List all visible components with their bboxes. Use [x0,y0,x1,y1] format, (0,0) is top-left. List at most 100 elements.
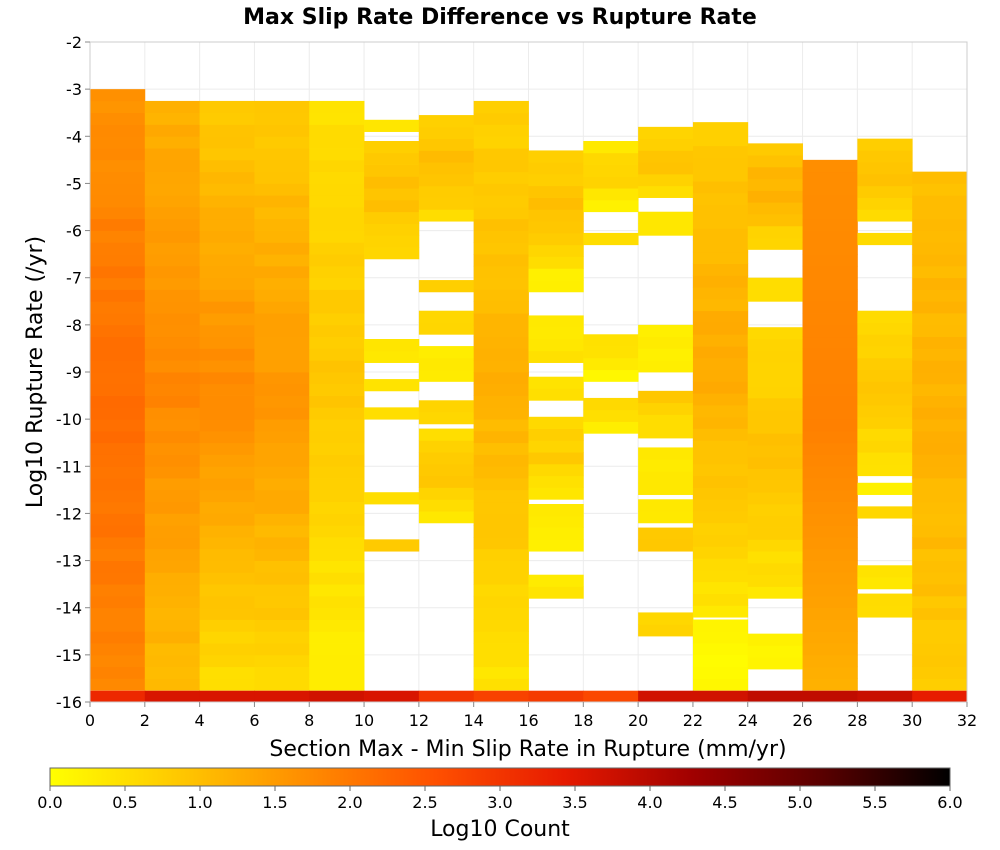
heatmap-cell [144,419,201,432]
heatmap-cell [528,221,584,234]
heatmap-cell [144,643,201,656]
colorbar [49,767,951,787]
heatmap-cell [912,442,968,455]
heatmap-cell [912,537,968,550]
heatmap-cell [692,428,749,441]
x-tick-label: 16 [518,711,538,730]
heatmap-cell [802,254,858,267]
heatmap-cell [692,145,749,158]
heatmap-cell [583,690,639,702]
heatmap-cell [857,174,913,187]
heatmap-cell [254,489,310,503]
y-tick-label: -8 [66,316,82,335]
heatmap-cell [254,324,310,338]
heatmap-cell [254,372,310,385]
heatmap-cell [802,265,858,279]
heatmap-cell [199,336,255,349]
y-tick-label: -12 [56,504,82,523]
heatmap-cell [473,289,529,302]
heatmap-cell [473,348,529,361]
heatmap-cell [528,586,584,599]
heatmap-cell [199,254,255,267]
heatmap-cell [309,666,365,679]
heatmap-cell [692,228,749,241]
heatmap-cell [144,442,201,455]
heatmap-cell [638,527,694,540]
heatmap-cell [528,232,584,246]
heatmap-cell [528,256,584,269]
heatmap-cell [364,235,420,248]
heatmap-cell [912,584,968,597]
heatmap-cell [144,171,201,184]
heatmap-cell [692,204,749,217]
heatmap-cell [692,605,749,618]
heatmap-cell [418,440,475,453]
heatmap-cell [912,430,968,444]
heatmap-cell [364,199,420,213]
heatmap-cell [857,150,913,163]
heatmap-cell [802,548,858,561]
heatmap-cell [254,572,310,585]
heatmap-cell [418,280,475,293]
heatmap-cell [583,164,639,177]
heatmap-cell [418,150,475,163]
heatmap-cell [747,633,803,646]
heatmap-cell [90,631,146,644]
heatmap-cell [802,631,858,644]
heatmap-cells [90,89,968,702]
heatmap-cell [418,487,475,500]
heatmap-cell [144,560,201,573]
heatmap-cell [418,126,475,140]
heatmap-cell [199,301,255,314]
heatmap-cell [199,218,255,231]
colorbar-tick-label: 0.0 [37,793,62,812]
heatmap-cell [364,164,420,177]
heatmap-cell [199,419,255,432]
heatmap-cell [309,489,365,503]
heatmap-cell [199,313,255,326]
heatmap-cell [309,407,365,420]
heatmap-cell [692,546,749,559]
heatmap-cell [747,289,803,302]
heatmap-cell [309,124,365,137]
heatmap-cell [747,362,803,375]
heatmap-cell [473,595,529,609]
heatmap-cell [254,218,310,231]
heatmap-cell [199,383,255,396]
heatmap-cell [747,409,803,422]
heatmap-cell [912,525,968,538]
heatmap-cell [90,348,146,361]
heatmap-cell [199,277,255,290]
heatmap-cell [199,265,255,279]
heatmap-cell [144,690,201,702]
heatmap-cell [473,478,529,491]
x-tick-label: 4 [195,711,205,730]
colorbar-tick-label: 1.0 [187,793,212,812]
heatmap-cell [309,218,365,231]
x-tick-label: 18 [573,711,593,730]
heatmap-cell [144,301,201,314]
heatmap-cell [144,336,201,349]
heatmap-cell [857,381,913,394]
heatmap-cell [583,188,639,201]
heatmap-cell [692,133,749,147]
heatmap-cell [473,430,529,444]
heatmap-cell [692,593,749,606]
heatmap-cell [747,339,803,352]
heatmap-cell [364,152,420,165]
x-tick-label: 0 [85,711,95,730]
heatmap-cell [418,475,475,488]
heatmap-cell [144,360,201,373]
heatmap-cell [692,240,749,253]
x-tick-label: 26 [792,711,812,730]
heatmap-cell [747,480,803,493]
heatmap-cell [802,595,858,609]
heatmap-cell [747,527,803,540]
heatmap-cell [473,265,529,279]
heatmap-cell [692,463,749,477]
heatmap-cell [802,478,858,491]
heatmap-cell [254,195,310,208]
heatmap-cell [254,289,310,302]
heatmap-cell [144,595,201,609]
heatmap-cell [90,89,146,102]
